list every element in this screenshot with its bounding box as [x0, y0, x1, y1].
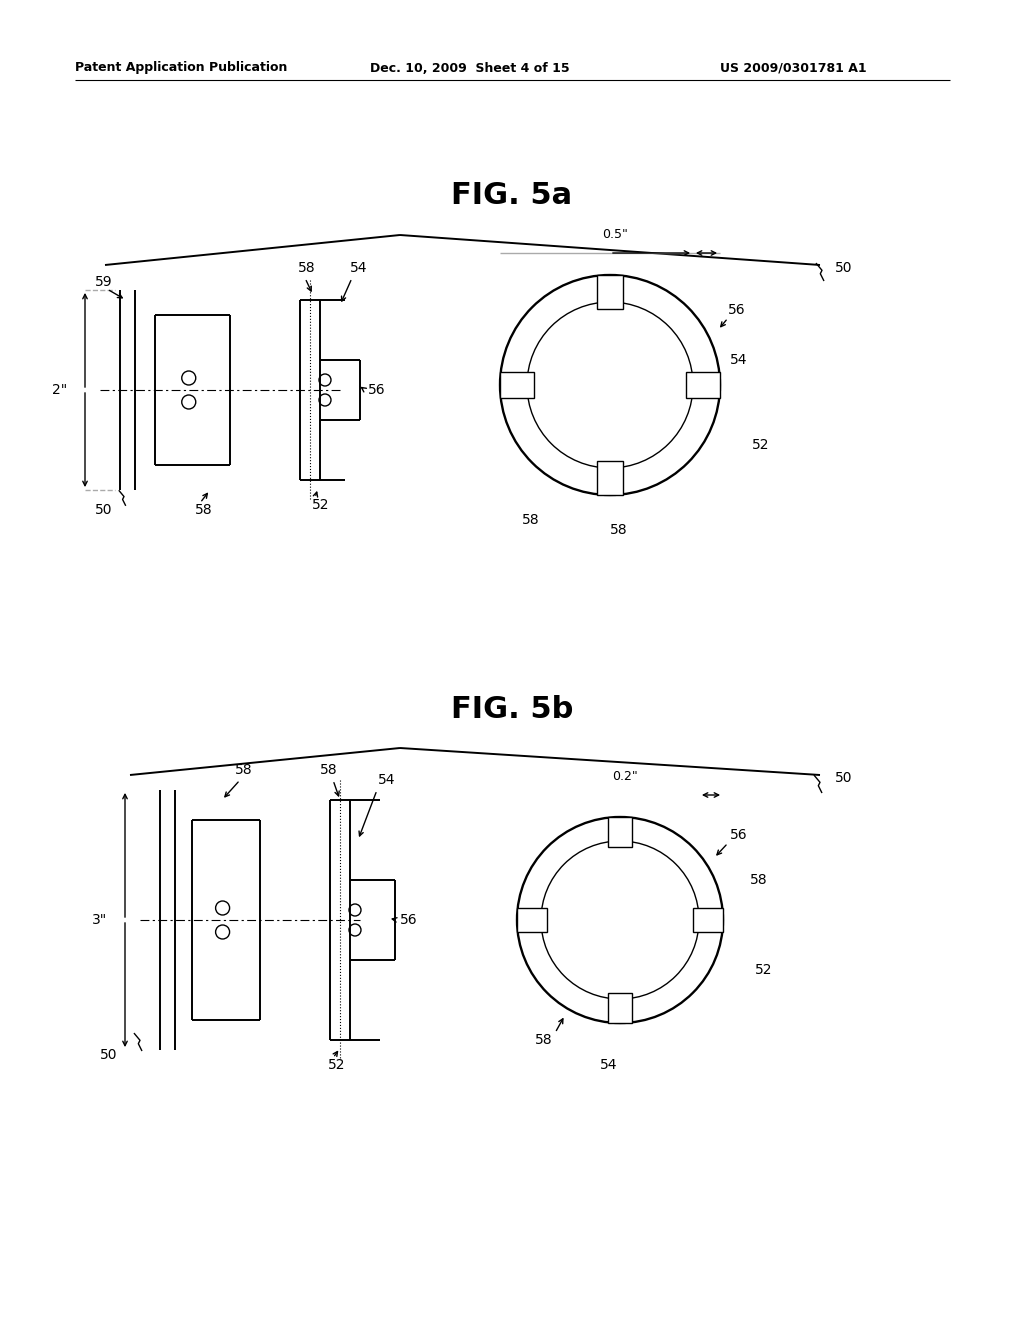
Text: 56: 56: [730, 828, 748, 842]
Text: 56: 56: [728, 304, 745, 317]
Text: 54: 54: [730, 352, 748, 367]
Text: 50: 50: [835, 261, 853, 275]
Bar: [597, 275, 623, 309]
Text: 58: 58: [610, 523, 628, 537]
Text: 56: 56: [368, 383, 386, 397]
Text: 58: 58: [319, 763, 338, 777]
Text: 58: 58: [535, 1034, 553, 1047]
Text: 50: 50: [95, 503, 113, 517]
Bar: [608, 993, 632, 1023]
Bar: [686, 372, 720, 399]
Text: 58: 58: [750, 873, 768, 887]
Text: FIG. 5a: FIG. 5a: [452, 181, 572, 210]
Text: 58: 58: [298, 261, 315, 275]
Text: US 2009/0301781 A1: US 2009/0301781 A1: [720, 62, 866, 74]
Text: 50: 50: [835, 771, 853, 785]
Text: 52: 52: [312, 498, 330, 512]
Text: Dec. 10, 2009  Sheet 4 of 15: Dec. 10, 2009 Sheet 4 of 15: [370, 62, 569, 74]
Text: 52: 52: [328, 1059, 345, 1072]
Text: 54: 54: [350, 261, 368, 275]
Text: 50: 50: [100, 1048, 118, 1063]
Text: 52: 52: [752, 438, 769, 451]
Text: 54: 54: [600, 1059, 617, 1072]
Text: 0.5": 0.5": [602, 228, 628, 242]
Text: 54: 54: [378, 774, 395, 787]
Text: 58: 58: [195, 503, 213, 517]
Text: 52: 52: [755, 964, 772, 977]
Text: 58: 58: [234, 763, 253, 777]
Text: 58: 58: [522, 513, 540, 527]
Text: 0.2": 0.2": [612, 771, 638, 784]
Text: 56: 56: [400, 913, 418, 927]
Text: 3": 3": [92, 913, 108, 927]
Text: 59: 59: [95, 275, 113, 289]
Text: FIG. 5b: FIG. 5b: [451, 696, 573, 725]
Bar: [608, 817, 632, 847]
Bar: [597, 461, 623, 495]
Bar: [517, 908, 547, 932]
Bar: [500, 372, 534, 399]
Text: 2": 2": [52, 383, 68, 397]
Text: Patent Application Publication: Patent Application Publication: [75, 62, 288, 74]
Bar: [693, 908, 723, 932]
